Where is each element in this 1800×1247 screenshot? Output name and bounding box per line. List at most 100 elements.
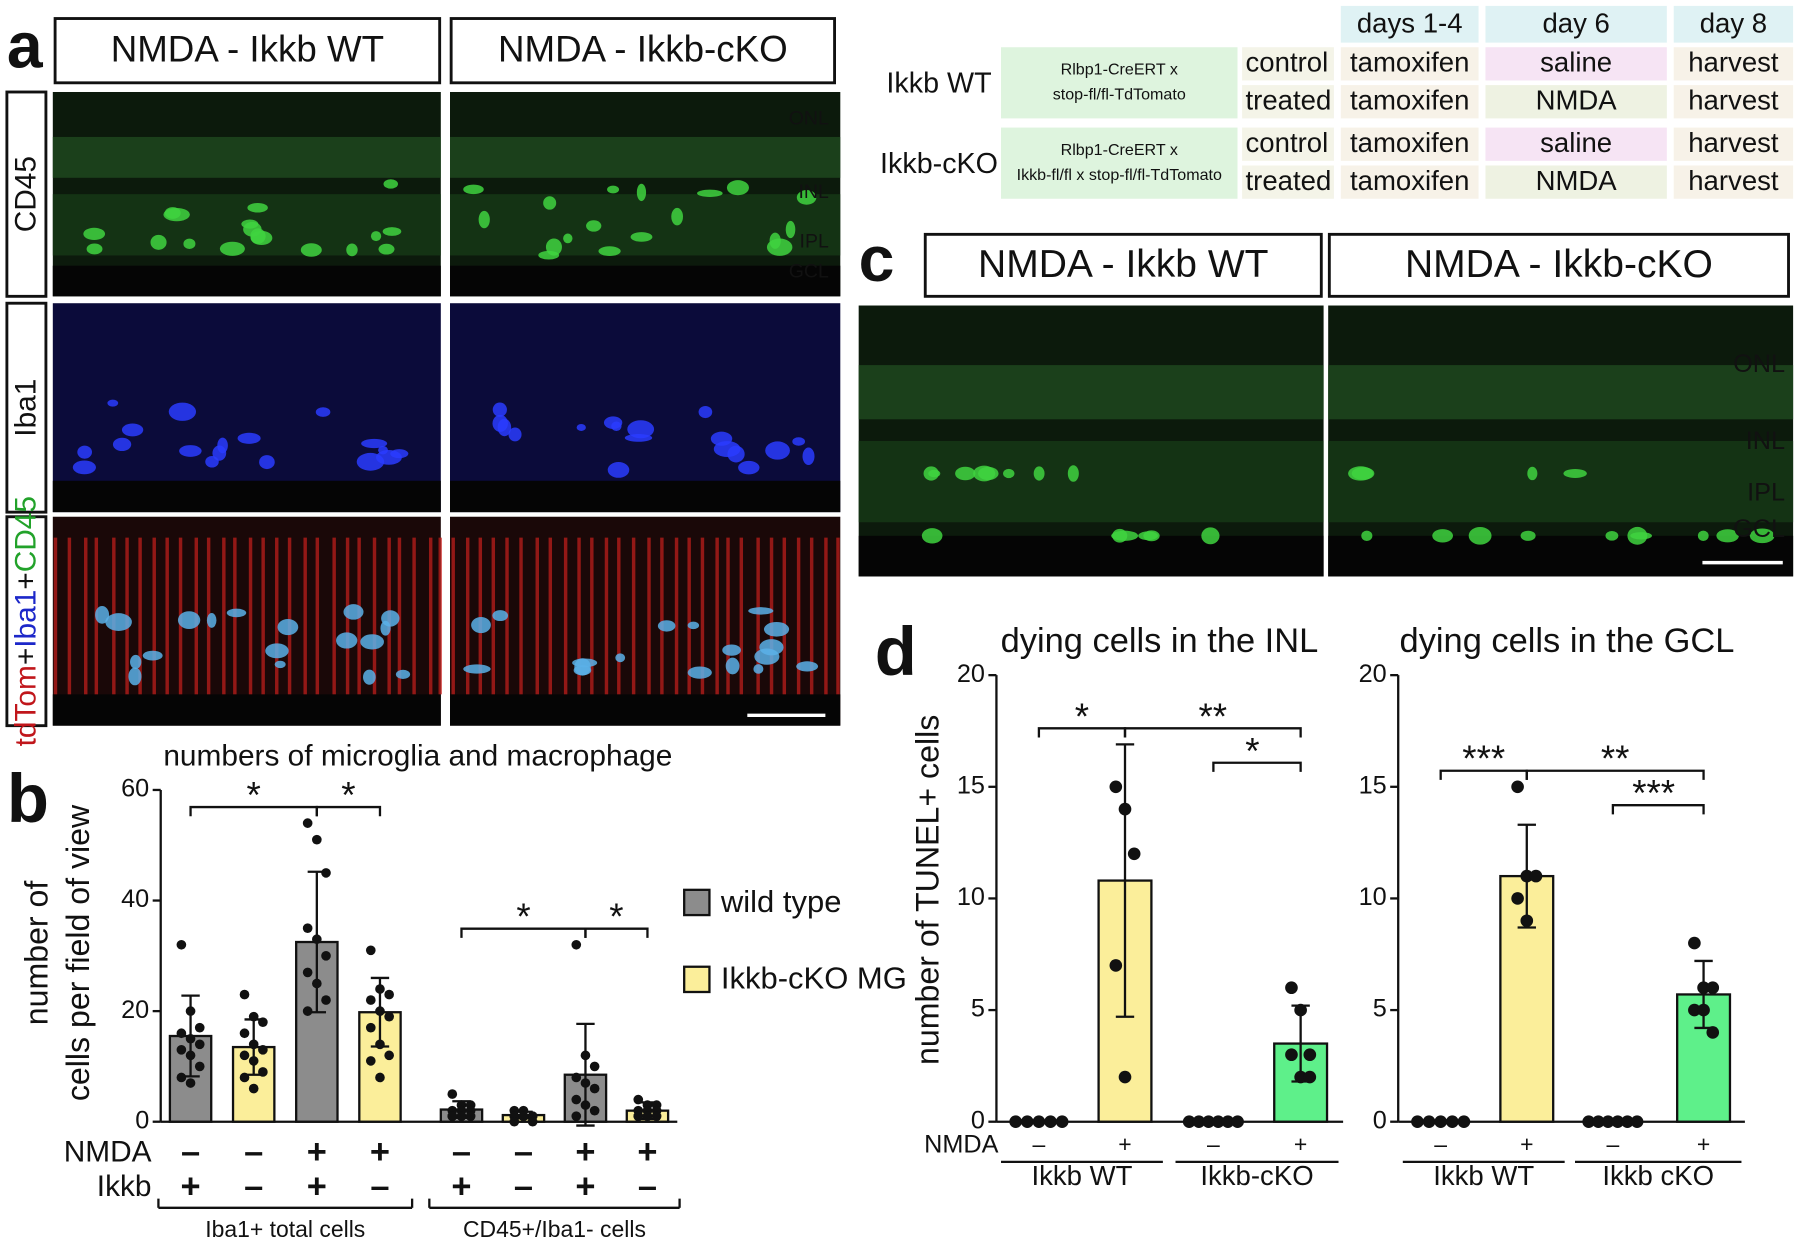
data-point: [365, 995, 376, 1005]
data-point: [248, 1011, 259, 1022]
data-point: [1294, 1070, 1307, 1084]
data-point: [375, 984, 385, 994]
y-tick-label: 15: [957, 771, 985, 799]
significance-bracket: **: [1525, 738, 1705, 780]
muller-glia: [782, 537, 787, 695]
schedule: harvest: [1688, 165, 1779, 196]
y-tick-label: 0: [971, 1106, 985, 1134]
data-point: [1697, 981, 1710, 995]
muller-glia: [809, 537, 814, 695]
schedule: treated: [1246, 85, 1332, 116]
cell: [1348, 466, 1374, 481]
strain-cell: [1001, 47, 1238, 119]
data-point: [239, 989, 250, 1000]
data-point: [571, 1072, 582, 1083]
cell: [247, 202, 268, 213]
cell: [978, 466, 999, 481]
cell: [463, 664, 491, 674]
data-point: [321, 951, 331, 961]
row-label: tdTom+Iba1+CD45: [9, 496, 42, 746]
column-header: NMDA - Ikkb WT: [978, 243, 1268, 286]
panel-letter: c: [859, 223, 895, 295]
schedule: saline: [1540, 47, 1612, 78]
cell: [1527, 466, 1538, 481]
y-axis-label: cells per field of view: [60, 804, 96, 1101]
cell: [802, 447, 815, 466]
y-tick-label: 10: [957, 883, 985, 911]
significance-bracket: *: [1037, 696, 1127, 738]
x-tick-label: –: [1606, 1131, 1619, 1157]
muller-glia: [84, 537, 88, 695]
data-point: [176, 1072, 187, 1083]
header-cell: [1485, 5, 1667, 43]
cell: [471, 616, 491, 634]
significance-label: *: [1245, 730, 1259, 771]
data-point: [176, 1028, 187, 1039]
micrograph: [52, 303, 441, 513]
schedule: NMDA: [1536, 165, 1618, 196]
header: day 8: [1700, 8, 1767, 39]
data-point: [302, 1006, 313, 1016]
data-point: [580, 1078, 591, 1088]
significance-label: *: [516, 896, 530, 937]
data-point: [302, 967, 313, 978]
cell: [378, 445, 388, 455]
schedule-cell: [1485, 47, 1667, 81]
header: days 1-4: [1357, 8, 1463, 39]
cell: [72, 460, 96, 475]
panel-letter: a: [7, 10, 44, 82]
cell: [545, 238, 562, 256]
data-point: [1601, 1115, 1615, 1129]
y-tick-label: 10: [1359, 883, 1387, 911]
schedule: saline: [1540, 127, 1612, 158]
legend-label: Ikkb-cKO MG: [721, 961, 907, 996]
muller-glia: [796, 537, 801, 695]
cell: [362, 669, 376, 685]
cell: [748, 607, 774, 615]
data-point: [194, 1022, 205, 1033]
muller-glia: [590, 537, 594, 695]
header-cell: [1673, 5, 1794, 43]
data-point: [1592, 1115, 1605, 1129]
group-label: Ikkb WT: [1433, 1160, 1534, 1191]
cell: [765, 441, 790, 460]
cell: [763, 621, 790, 637]
muller-glia: [465, 537, 470, 695]
data-point: [1445, 1115, 1459, 1129]
data-point: [258, 1067, 268, 1077]
cell: [274, 660, 286, 669]
bracket-line: [1123, 727, 1302, 738]
row-label-box: [5, 515, 48, 728]
data-point: [1457, 1115, 1471, 1129]
cell: [226, 608, 247, 618]
micrograph: [450, 516, 841, 726]
row-label-box: [5, 90, 48, 298]
cell: [627, 420, 655, 439]
cell: [615, 653, 626, 663]
muller-glia: [287, 537, 292, 695]
y-axis-label: number of TUNEL+ cells: [909, 715, 945, 1065]
cell: [725, 657, 740, 675]
layer-label: INL: [1746, 427, 1785, 455]
muller-glia: [563, 537, 568, 695]
layer-band: [858, 365, 1324, 420]
x-tick-label: –: [452, 1133, 471, 1171]
schedule: harvest: [1688, 47, 1779, 78]
layer-label: IPL: [1747, 478, 1785, 506]
x-tick-label: –: [244, 1133, 263, 1171]
cell: [726, 180, 749, 196]
data-point: [1630, 1115, 1644, 1129]
cell: [1716, 529, 1739, 543]
data-point: [1055, 1115, 1069, 1129]
data-point: [258, 1017, 268, 1028]
cell: [383, 179, 398, 189]
schedule-cell: [1340, 165, 1479, 199]
image-floor: [450, 694, 841, 726]
cell: [217, 437, 228, 454]
muller-glia: [739, 537, 744, 695]
muller-glia: [428, 537, 433, 695]
cell: [277, 618, 299, 636]
group-label: Ikkb cKO: [1602, 1160, 1714, 1191]
layer-label: GCL: [789, 260, 829, 282]
